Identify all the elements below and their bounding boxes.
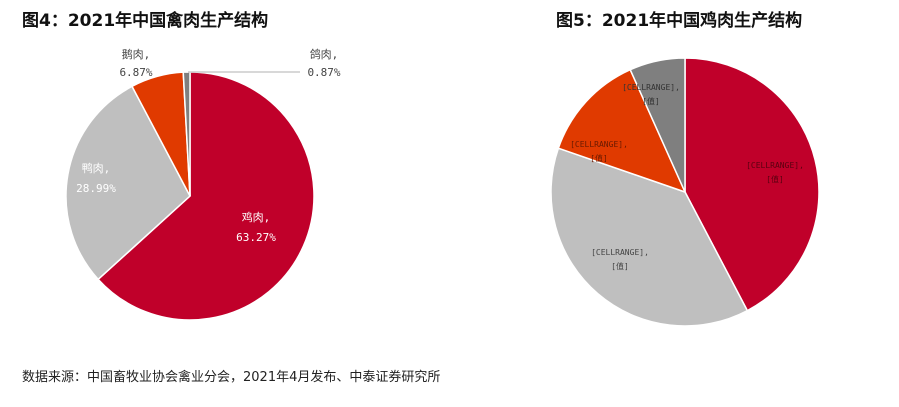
chart1-data-label-0: 鸡肉, 63.27% xyxy=(236,210,276,244)
chart1-data-label-2: 鹅肉, 6.87% xyxy=(119,47,152,79)
chart-1-title: 图4：2021年中国禽肉生产结构 xyxy=(22,11,269,31)
chart1-slice-1 xyxy=(65,85,191,281)
chart1-data-label-3: 鸽肉, 0.87% xyxy=(307,47,340,79)
chart1-data-label-1: 鸭肉, 28.99% xyxy=(76,162,116,195)
chart-2-title: 图5：2021年中国鸡肉生产结构 xyxy=(556,11,803,31)
source-note: 数据来源：中国畜牧业协会禽业分会，2021年4月发布、中泰证券研究所 xyxy=(22,370,441,385)
chart1-slice-0 xyxy=(97,71,315,321)
